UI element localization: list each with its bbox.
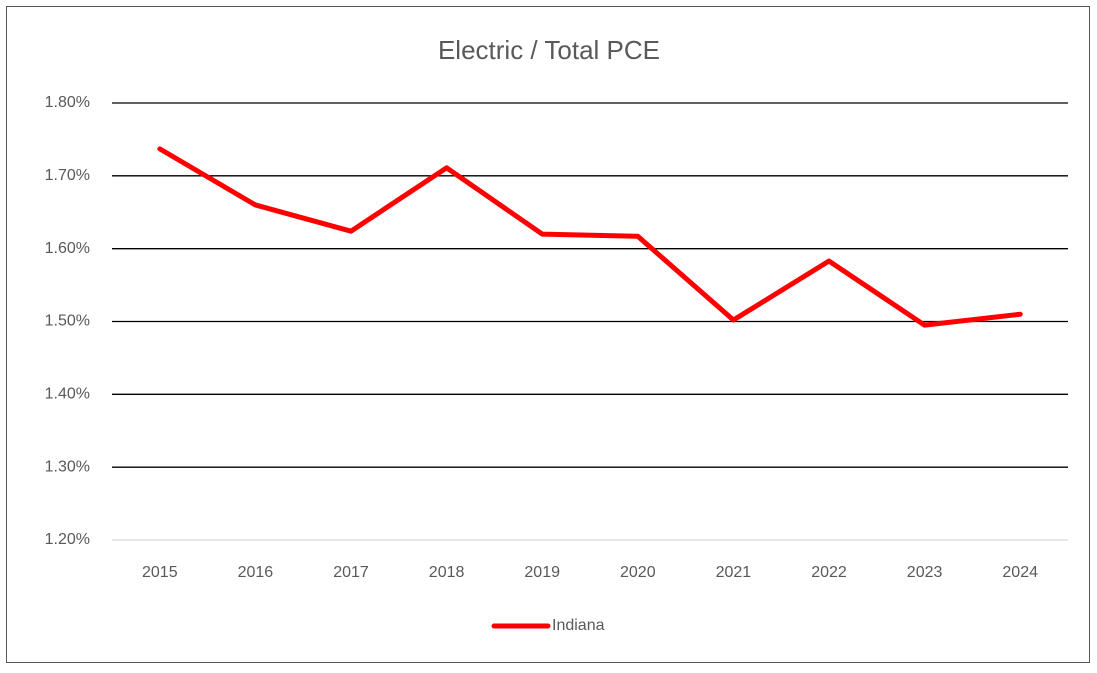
x-tick-label: 2021 <box>716 564 752 581</box>
y-tick-label: 1.40% <box>45 386 90 403</box>
y-tick-label: 1.20% <box>45 531 90 548</box>
x-tick-label: 2020 <box>620 564 656 581</box>
chart-title: Electric / Total PCE <box>438 35 660 65</box>
chart-border <box>6 6 1090 663</box>
y-tick-label: 1.70% <box>45 167 90 184</box>
legend-label: Indiana <box>552 617 605 634</box>
x-tick-label: 2023 <box>907 564 943 581</box>
x-tick-label: 2018 <box>429 564 465 581</box>
x-tick-label: 2022 <box>811 564 847 581</box>
x-tick-label: 2015 <box>142 564 178 581</box>
data-line <box>157 146 1023 328</box>
y-tick-label: 1.60% <box>45 240 90 257</box>
x-tick-label: 2017 <box>333 564 369 581</box>
x-tick-label: 2024 <box>1002 564 1038 581</box>
x-tick-label: 2016 <box>238 564 274 581</box>
y-tick-label: 1.30% <box>45 458 90 475</box>
x-tick-label: 2019 <box>524 564 560 581</box>
y-tick-label: 1.80% <box>45 94 90 111</box>
y-tick-label: 1.50% <box>45 313 90 330</box>
